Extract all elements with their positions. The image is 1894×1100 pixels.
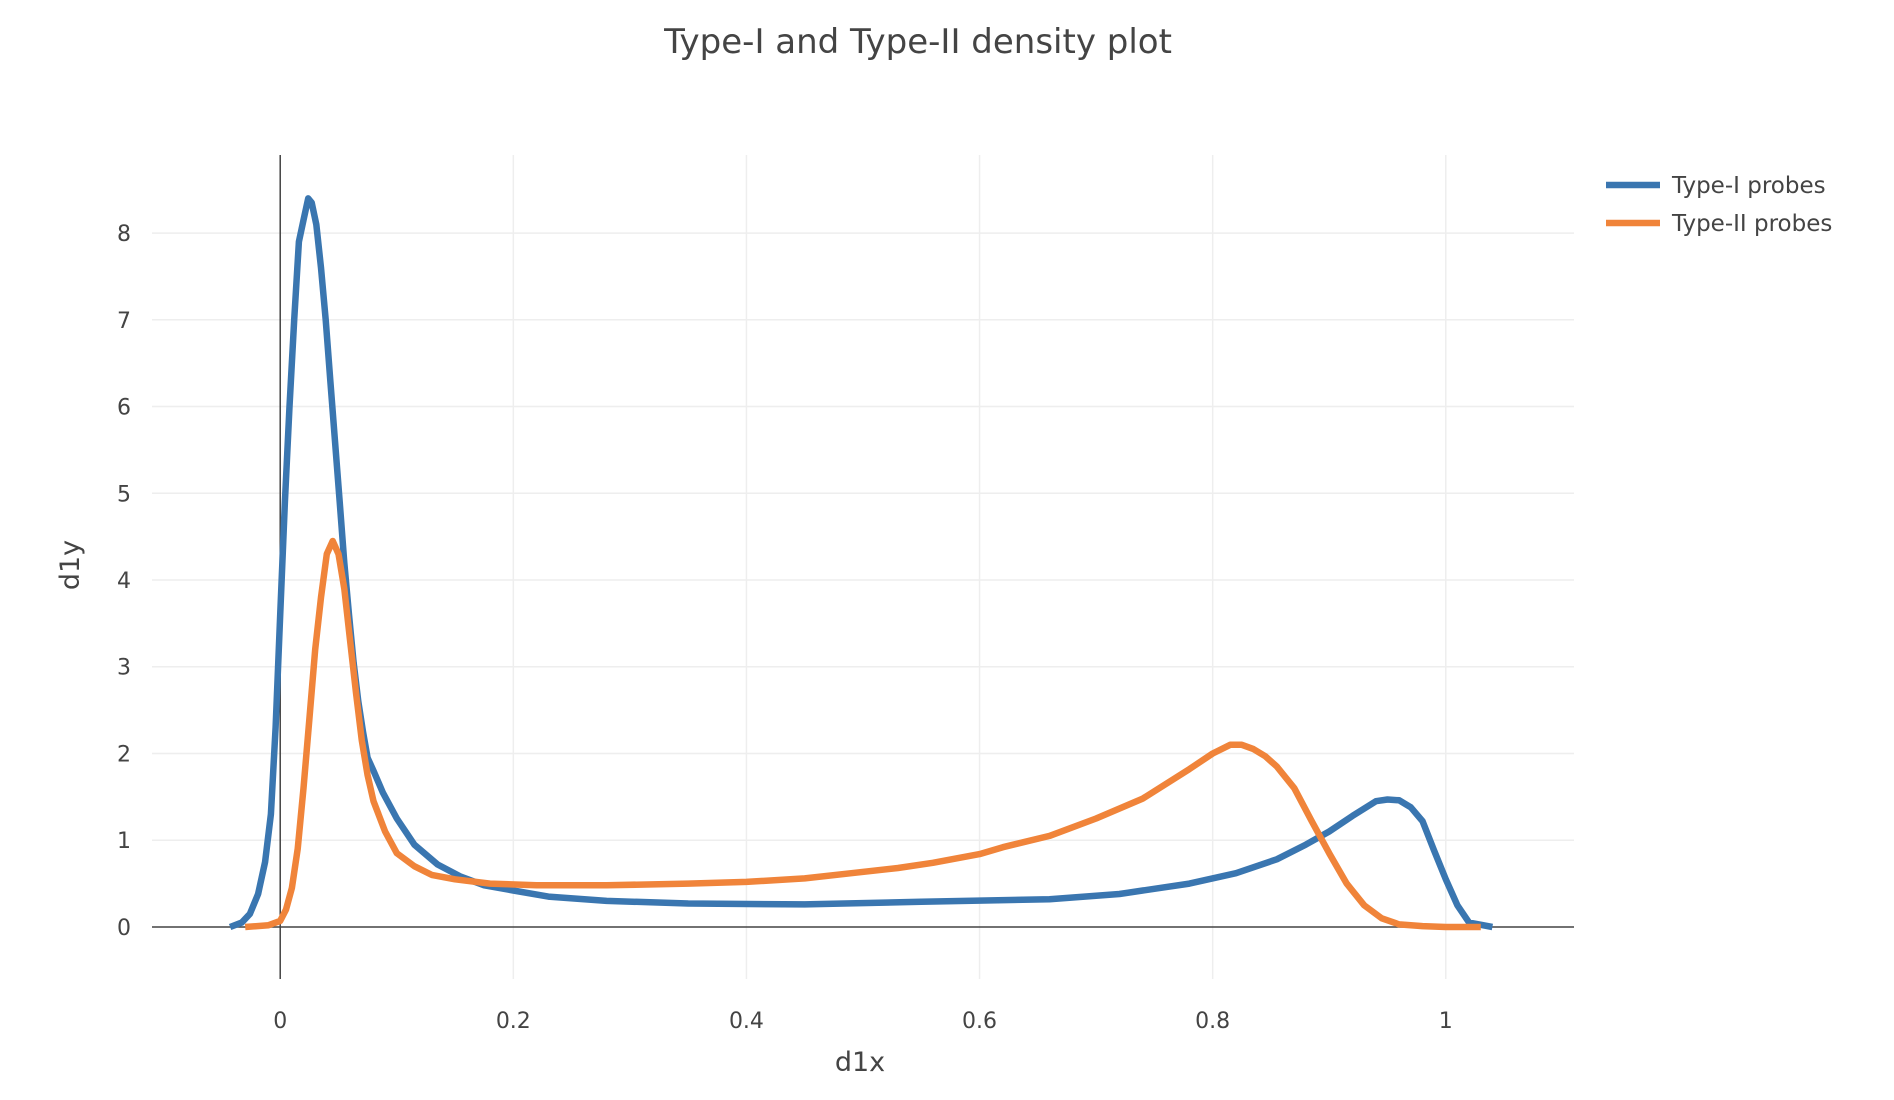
x-tick-label: 1 xyxy=(1439,1009,1453,1034)
y-tick-label: 3 xyxy=(117,656,131,681)
series-layer xyxy=(228,195,1494,931)
legend-item-type-ii[interactable]: Type-II probes xyxy=(1606,211,1832,237)
y-tick-label: 5 xyxy=(117,482,131,507)
series-line-type-ii[interactable] xyxy=(244,537,1481,931)
y-tick-label: 4 xyxy=(117,569,131,594)
x-tick-label: 0.8 xyxy=(1195,1009,1230,1034)
y-tick-label: 6 xyxy=(117,396,131,421)
x-tick-labels: 0 0.2 0.4 0.6 0.8 1 xyxy=(273,1009,1453,1034)
y-tick-labels: 0 1 2 3 4 5 6 7 8 xyxy=(117,222,131,941)
legend-label: Type-II probes xyxy=(1671,211,1832,237)
y-tick-label: 0 xyxy=(117,916,131,941)
y-tick-label: 1 xyxy=(117,829,131,854)
x-tick-label: 0 xyxy=(273,1009,287,1034)
y-tick-label: 7 xyxy=(117,309,131,334)
legend-label: Type-I probes xyxy=(1671,173,1826,199)
x-axis-title: d1x xyxy=(835,1047,885,1078)
legend-item-type-i[interactable]: Type-I probes xyxy=(1606,173,1826,199)
x-tick-label: 0.2 xyxy=(496,1009,531,1034)
legend[interactable]: Type-I probes Type-II probes xyxy=(1606,173,1832,237)
y-tick-label: 2 xyxy=(117,742,131,767)
x-tick-label: 0.4 xyxy=(729,1009,764,1034)
grid-layer xyxy=(152,155,1574,979)
x-tick-label: 0.6 xyxy=(962,1009,997,1034)
y-axis-title: d1y xyxy=(55,540,86,590)
chart-title: Type-I and Type-II density plot xyxy=(663,22,1172,62)
y-tick-label: 8 xyxy=(117,222,131,247)
series-line-type-i[interactable] xyxy=(228,195,1494,931)
